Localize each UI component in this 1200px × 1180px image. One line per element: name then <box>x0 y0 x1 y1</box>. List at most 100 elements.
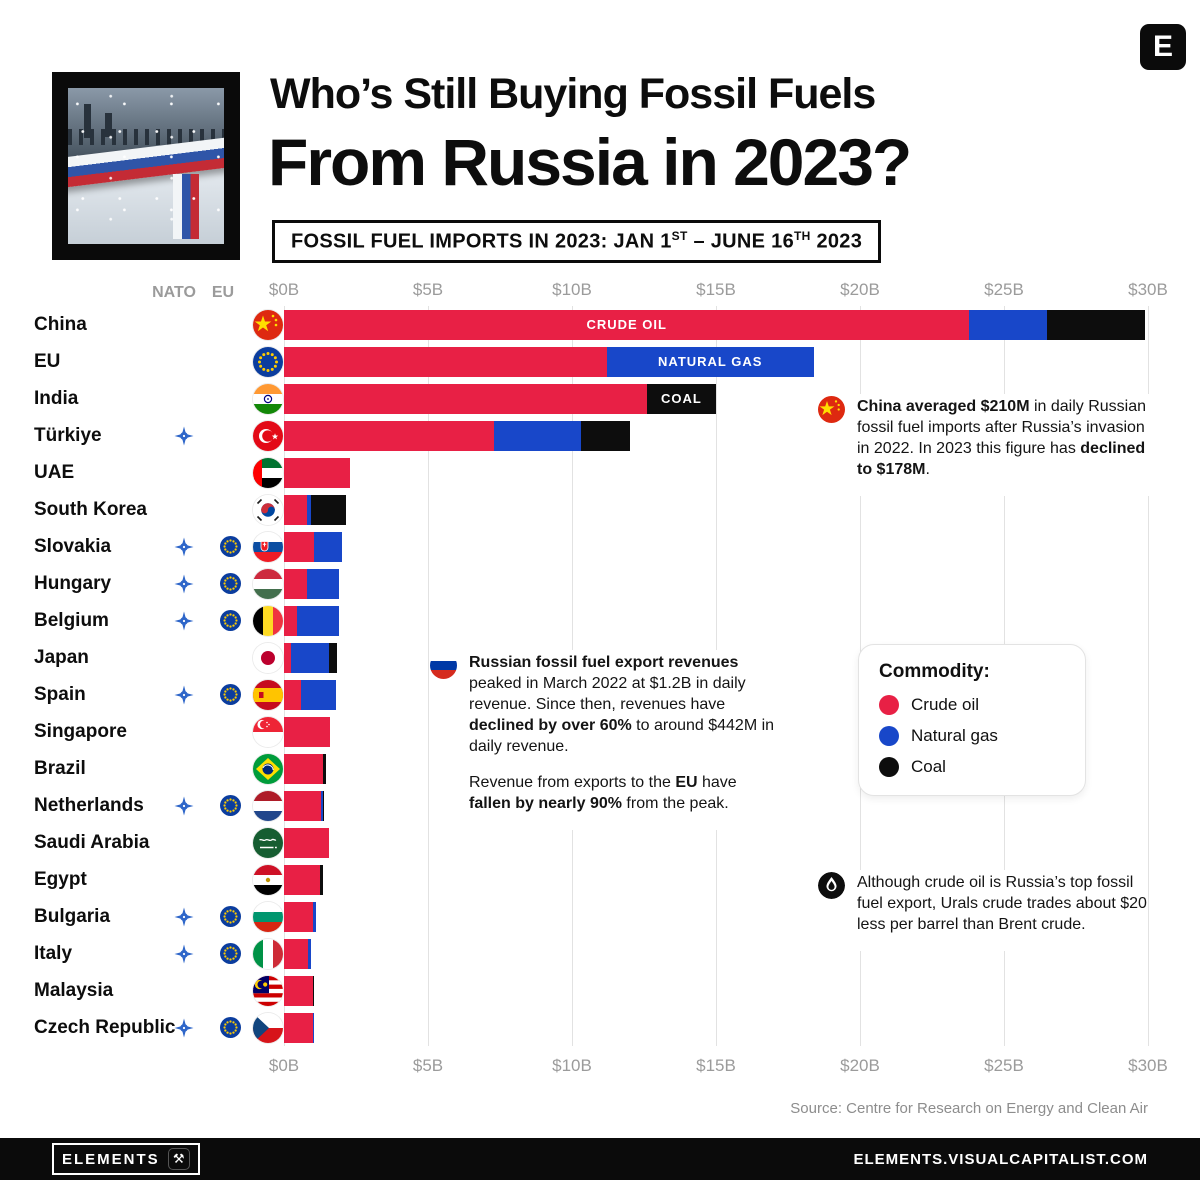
flag-india-icon <box>253 383 283 414</box>
bar-segment-label: NATURAL GAS <box>658 354 763 369</box>
country-row: South Korea <box>0 491 1200 528</box>
bar-segment-gas <box>291 642 329 673</box>
nato-member-icon <box>160 907 208 927</box>
bar-segment-crude <box>284 679 302 710</box>
bar-segment-gas: NATURAL GAS <box>606 346 814 377</box>
flag-bulgaria-icon <box>253 901 283 932</box>
bar-segment-crude <box>284 531 315 562</box>
gridline <box>1148 306 1149 1046</box>
bar-segment-crude: CRUDE OIL <box>284 309 970 340</box>
bar-track <box>284 457 1148 488</box>
flag-china-icon <box>253 309 283 340</box>
commodity-legend: Commodity: Crude oil Natural gas Coal <box>858 644 1086 796</box>
country-row: Bulgaria <box>0 898 1200 935</box>
pipeline-photo <box>52 72 240 260</box>
country-row: Czech Republic <box>0 1009 1200 1046</box>
country-label: China <box>34 313 87 335</box>
country-label: Saudi Arabia <box>34 831 150 853</box>
legend-items: Crude oil Natural gas Coal <box>879 695 1065 777</box>
nato-column-header: NATO <box>152 284 196 301</box>
legend-color-dot <box>879 726 899 746</box>
oil-drop-icon <box>818 872 845 899</box>
elements-brand-text: ELEMENTS <box>62 1150 160 1168</box>
flag-japan-icon <box>253 642 283 673</box>
country-row: Slovakia <box>0 528 1200 565</box>
oil-annotation: Although crude oil is Russia’s top fossi… <box>818 870 1148 952</box>
bar-segment-coal <box>322 753 326 784</box>
country-row: Malaysia <box>0 972 1200 1009</box>
flag-south-korea-icon <box>253 494 283 525</box>
bar-segment-crude <box>284 494 308 525</box>
bar-segment-crude <box>284 605 297 636</box>
nato-member-icon <box>160 1018 208 1038</box>
nato-member-icon <box>160 537 208 557</box>
country-label: Belgium <box>34 609 109 631</box>
country-label: Singapore <box>34 720 127 742</box>
flag-belgium-icon <box>253 605 283 636</box>
bar-segment-gas <box>494 420 581 451</box>
eu-member-icon <box>208 536 252 557</box>
subtitle-text: 2023 <box>810 230 863 253</box>
flag-saudi-arabia-icon <box>253 827 283 858</box>
axis-tick-label: $15B <box>696 1056 736 1075</box>
oil-annotation-text: Although crude oil is Russia’s top fossi… <box>857 872 1148 949</box>
country-label: Czech Republic <box>34 1016 176 1038</box>
legend-color-dot <box>879 695 899 715</box>
annotation-text: peaked in March 2022 at $1.2B in daily r… <box>469 675 746 714</box>
eu-member-icon <box>208 906 252 927</box>
axis-tick-label: $0B <box>268 280 300 299</box>
axis-tick-label: $5B <box>412 280 444 299</box>
axis-tick-label: $10B <box>552 280 592 299</box>
bar-segment-crude <box>284 790 322 821</box>
axis-tick-label: $20B <box>840 280 880 299</box>
flag-singapore-icon <box>253 716 283 747</box>
bar-segment-crude <box>284 716 331 747</box>
country-row: Italy <box>0 935 1200 972</box>
bar-track <box>284 864 1148 895</box>
country-label: South Korea <box>34 498 147 520</box>
subtitle-text: FOSSIL FUEL IMPORTS IN 2023: JAN 1 <box>291 230 672 253</box>
bar-track <box>284 642 1148 673</box>
x-axis-bottom: $0B $5B $10B $15B $20B $25B $30B <box>269 1054 1168 1080</box>
eu-member-icon <box>208 610 252 631</box>
eu-member-icon <box>208 1017 252 1038</box>
country-row: Spain <box>0 676 1200 713</box>
bar-segment-coal <box>1047 309 1146 340</box>
refinery-silhouette <box>68 128 224 145</box>
country-label: Japan <box>34 646 89 668</box>
bar-segment-gas <box>321 790 323 821</box>
page-title-line2: From Russia in 2023? <box>268 125 912 199</box>
russia-flag-pipeline <box>68 135 224 189</box>
footer-site-url: ELEMENTS.VISUALCAPITALIST.COM <box>853 1150 1148 1168</box>
refinery-tower <box>105 112 113 137</box>
flag-egypt-icon <box>253 864 283 895</box>
annotation-text: Although crude oil is Russia’s top fossi… <box>857 874 1147 934</box>
bar-segment-coal <box>328 642 338 673</box>
flag-column <box>252 864 284 895</box>
flag-uae-icon <box>253 457 283 488</box>
country-label: Slovakia <box>34 535 112 557</box>
axis-tick-label: $30B <box>1128 280 1168 299</box>
country-row: Japan <box>0 639 1200 676</box>
footer-bar: ELEMENTS ⚒ ELEMENTS.VISUALCAPITALIST.COM <box>0 1138 1200 1180</box>
country-row: Netherlands <box>0 787 1200 824</box>
flag-column <box>252 531 284 562</box>
subtitle-superscript: TH <box>794 229 811 243</box>
x-axis-top: $0B $5B $10B $15B $20B $25B $30B <box>269 278 1168 304</box>
eu-member-icon <box>208 684 252 705</box>
flag-eu-icon <box>253 346 283 377</box>
flag-column <box>252 827 284 858</box>
chart-subtitle: FOSSIL FUEL IMPORTS IN 2023: JAN 1ST – J… <box>272 220 882 263</box>
bar-segment-coal <box>311 494 346 525</box>
bar-track <box>284 901 1148 932</box>
bar-segment-gas <box>312 901 316 932</box>
china-annotation-text: China averaged $210M in daily Russian fo… <box>857 396 1152 494</box>
flag-hungary-icon <box>253 568 283 599</box>
flag-slovakia-icon <box>253 531 283 562</box>
source-credit: Source: Centre for Research on Energy an… <box>790 1100 1148 1117</box>
country-label: UAE <box>34 461 75 483</box>
legend-item: Crude oil <box>879 695 1065 715</box>
flag-column <box>252 753 284 784</box>
annotation-bold: fallen by nearly 90% <box>469 794 622 812</box>
bar-track: COAL <box>284 383 1148 414</box>
